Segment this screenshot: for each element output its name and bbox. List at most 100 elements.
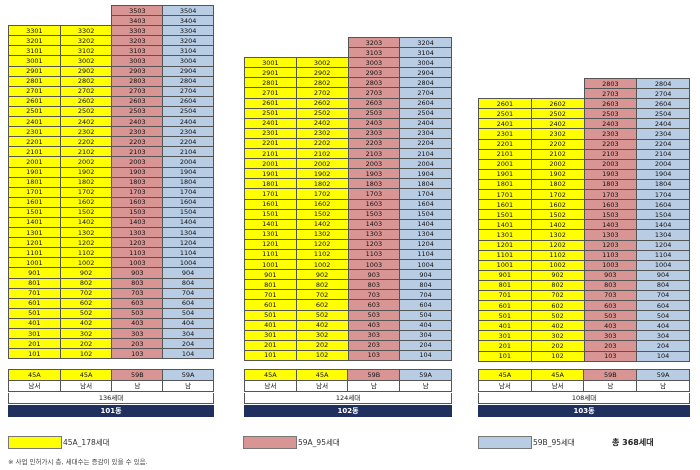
unit-cell: 904 (399, 269, 452, 281)
unit-cell: 404 (162, 317, 214, 330)
unit-cell: 601 (8, 297, 61, 309)
unit-cell: 1101 (244, 248, 297, 261)
floor-row: 601 602 603 604 (8, 297, 214, 309)
unit-grid: 3203 3204 3103 3104 3001 3002 3003 3004 2901 2902… (244, 36, 452, 362)
unit-cell: 2602 (530, 98, 585, 110)
unit-cell: 2804 (636, 77, 690, 90)
floor-row: 1101 1102 1103 1104 (478, 249, 690, 261)
building-footer: 45A 45A 59B 59A 남서 남서 남 남 108세대 103동 (478, 369, 690, 417)
unit-cell: 2604 (636, 98, 690, 110)
floor-row: 2001 2002 2003 2004 (244, 158, 452, 170)
unit-cell: 1803 (347, 178, 401, 190)
unit-cell: 502 (530, 310, 585, 322)
unit-grid: 3503 3504 3403 3404 3301 3302 3303 3304 3201 3202… (8, 4, 214, 360)
unit-cell: 1802 (59, 176, 113, 188)
unit-cell: 1403 (347, 218, 401, 230)
unit-cell: 1902 (59, 166, 113, 178)
unit-cell: 1404 (399, 218, 452, 230)
unit-cell: 2802 (295, 77, 349, 89)
building-name: 102동 (244, 405, 452, 417)
legend-label: 59A_95세대 (298, 438, 340, 447)
unit-cell: 1804 (399, 178, 452, 190)
unit-cell: 3404 (162, 15, 214, 27)
unit-cell: 1404 (636, 219, 690, 231)
floor-row: 701 702 703 704 (478, 289, 690, 302)
unit-cell: 2403 (347, 117, 401, 129)
unit-cell: 2004 (636, 158, 690, 170)
unit-cell: 2302 (295, 127, 349, 139)
unit-cell: 902 (295, 269, 349, 281)
unit-cell: 1902 (530, 168, 585, 180)
unit-cell: 3003 (111, 55, 164, 67)
unit-cell: 901 (8, 267, 61, 279)
unit-cell: 1502 (530, 209, 585, 221)
unit-cell: 304 (399, 329, 452, 341)
unit-cell: 1401 (478, 219, 532, 231)
floor-row: 2601 2602 2603 2604 (478, 98, 690, 110)
unit-cell: 403 (583, 320, 638, 332)
footnote: ※ 사업 인허가시 층, 세대수는 증감이 있을 수 있음. (8, 458, 148, 466)
legend-swatch-blue (478, 436, 532, 449)
unit-cell: 1003 (583, 259, 638, 271)
unit-cell: 403 (347, 319, 401, 331)
unit-cell: 1302 (59, 227, 113, 239)
unit-cell: 2501 (478, 108, 532, 120)
unit-cell: 1103 (111, 247, 164, 259)
floor-row: 2101 2102 2103 2104 (8, 146, 214, 158)
unit-cell: 602 (59, 297, 113, 309)
unit-cell: 301 (244, 329, 297, 341)
unit-cell: 604 (636, 300, 690, 312)
unit-cell: 1803 (111, 176, 164, 188)
unit-cell: 1701 (244, 188, 297, 200)
unit-cell: 1103 (583, 249, 638, 261)
unit-cell: 3302 (59, 25, 113, 37)
unit-cell: 603 (111, 297, 164, 309)
unit-cell: 703 (347, 289, 401, 301)
unit-cell: 1202 (295, 238, 349, 250)
unit-cell: 402 (295, 319, 349, 331)
unit-cell: 1901 (478, 168, 532, 180)
unit-cell: 2802 (59, 75, 113, 87)
unit-cell: 802 (295, 279, 349, 291)
floor-row: 101 102 103 104 (478, 350, 690, 362)
unit-cell: 2603 (347, 97, 401, 109)
unit-cell: 1601 (8, 196, 61, 208)
floor-row: 801 802 803 804 (244, 279, 452, 291)
unit-cell: 3403 (111, 15, 164, 27)
unit-cell: 103 (111, 348, 164, 360)
unit-cell: 2301 (478, 128, 532, 140)
unit-cell: 801 (8, 277, 61, 289)
orientation-cell: 남서 (295, 380, 349, 392)
unit-cell: 1202 (59, 237, 113, 249)
unit-cell: 3202 (59, 35, 113, 47)
unit-cell: 1101 (478, 249, 532, 261)
unit-cell: 1301 (8, 227, 61, 239)
unit-cell: 3204 (162, 35, 214, 47)
floor-row: 1401 1402 1403 1404 (244, 218, 452, 230)
unit-cell: 2603 (583, 98, 638, 110)
unit-cell: 2101 (478, 148, 532, 160)
empty-cell (479, 79, 532, 89)
unit-cell: 1104 (162, 247, 214, 259)
unit-cell: 903 (583, 269, 638, 281)
unit-cell: 1602 (530, 199, 585, 211)
unit-cell: 1502 (59, 206, 113, 218)
building-footer: 45A 45A 59B 59A 남서 남서 남 남 124세대 102동 (244, 369, 452, 417)
unit-cell: 901 (478, 269, 532, 281)
unit-cell: 802 (530, 279, 585, 291)
unit-cell: 203 (111, 338, 164, 350)
unit-cell: 2601 (244, 97, 297, 109)
empty-cell (531, 89, 584, 99)
floor-row: 1701 1702 1703 1704 (8, 186, 214, 198)
legend-label: 59B_95세대 (533, 438, 575, 447)
unit-cell: 2703 (583, 88, 638, 100)
unit-cell: 1904 (636, 168, 690, 180)
unit-cell: 302 (59, 327, 113, 340)
floor-row: 1401 1402 1403 1404 (8, 216, 214, 229)
unit-cell: 1301 (478, 229, 532, 241)
floor-row: 1901 1902 1903 1904 (244, 168, 452, 180)
unit-cell: 2903 (347, 67, 401, 79)
unit-cell: 102 (295, 349, 349, 362)
empty-cell (479, 89, 532, 99)
unit-cell: 2702 (295, 87, 349, 99)
